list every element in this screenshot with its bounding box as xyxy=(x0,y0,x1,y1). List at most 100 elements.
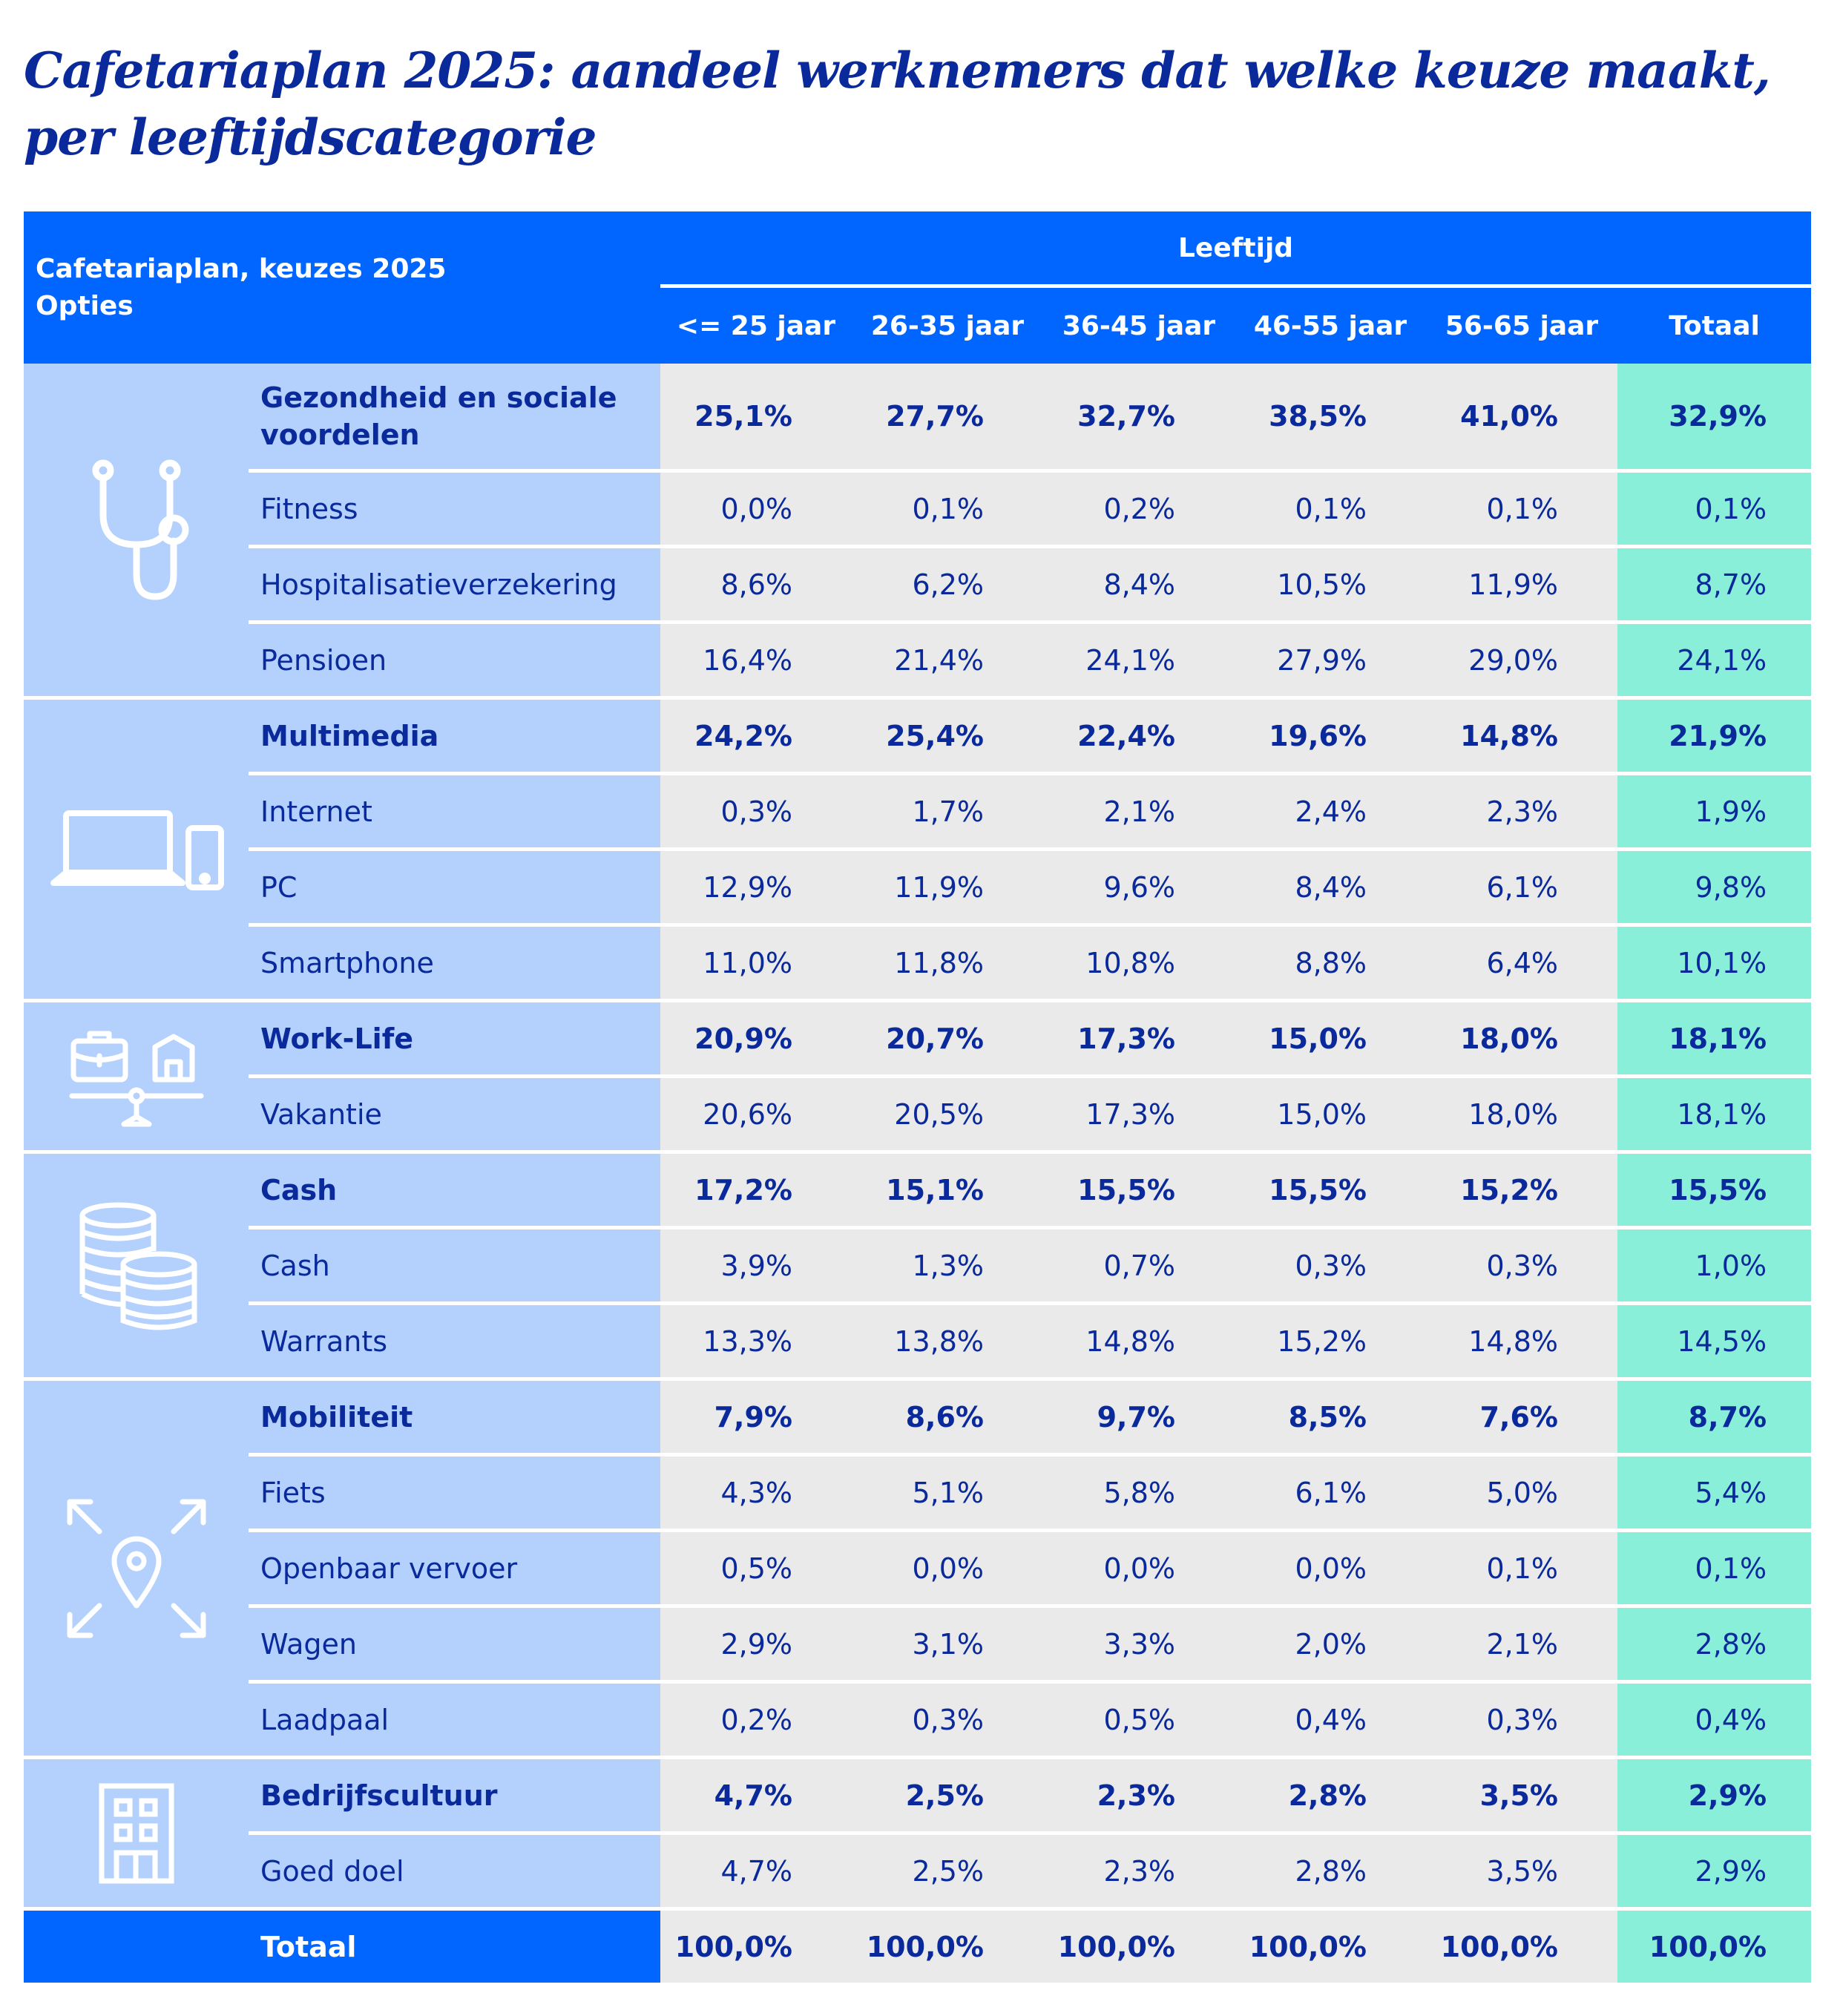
coins-icon xyxy=(24,1199,248,1333)
value-cell: 3,5% xyxy=(1426,1833,1617,1911)
category-label: Bedrijfscultuur xyxy=(249,1757,660,1835)
option-label: Fiets xyxy=(249,1454,660,1532)
total-value-cell: 2,8% xyxy=(1617,1606,1812,1684)
header-subtitle: Opties xyxy=(36,290,134,321)
value-cell: 24,1% xyxy=(1043,622,1235,700)
value-cell: 14,8% xyxy=(1043,1303,1235,1381)
value-cell: 25,4% xyxy=(852,697,1043,775)
value-cell: 2,3% xyxy=(1426,773,1617,851)
total-value-cell: 1,0% xyxy=(1617,1227,1812,1305)
category-row: Mobiliteit 7,9% 8,6% 9,7% 8,5% 7,6% 8,7% xyxy=(24,1379,1812,1759)
value-cell: 0,0% xyxy=(1235,1530,1426,1608)
header-options: Cafetariaplan, keuzes 2025 Opties xyxy=(24,211,660,364)
value-cell: 9,7% xyxy=(1043,1379,1235,1457)
value-cell: 25,1% xyxy=(660,364,852,473)
category-row: Work-Life 20,9% 20,7% 17,3% 15,0% 18,0% 18,1% xyxy=(24,1000,1812,1154)
value-cell: 13,8% xyxy=(852,1303,1043,1381)
value-cell: 5,1% xyxy=(852,1454,1043,1532)
total-value-cell: 9,8% xyxy=(1617,849,1812,927)
total-value-cell: 15,5% xyxy=(1617,1152,1812,1229)
value-cell: 27,7% xyxy=(852,364,1043,473)
page-title: Cafetariaplan 2025: aandeel werknemers d… xyxy=(24,42,1771,166)
value-cell: 3,3% xyxy=(1043,1606,1235,1684)
value-cell: 8,4% xyxy=(1235,849,1426,927)
total-value-cell: 24,1% xyxy=(1617,622,1812,700)
value-cell: 22,4% xyxy=(1043,697,1235,775)
value-cell: 15,1% xyxy=(852,1152,1043,1229)
value-cell: 0,7% xyxy=(1043,1227,1235,1305)
table-row: Goed doel 4,7% 2,5% 2,3% 2,8% 3,5% 2,9% xyxy=(24,1833,1812,1911)
total-row-spacer xyxy=(24,1908,249,1983)
total-value-cell: 18,1% xyxy=(1617,1076,1812,1154)
total-value-cell: 0,1% xyxy=(1617,1530,1812,1608)
table-row: Pensioen 16,4% 21,4% 24,1% 27,9% 29,0% 24,1% xyxy=(24,622,1812,700)
table-row: Warrants 13,3% 13,8% 14,8% 15,2% 14,8% 14,5% xyxy=(24,1303,1812,1381)
value-cell: 15,2% xyxy=(1235,1303,1426,1381)
header-group-age: Leeftijd xyxy=(660,211,1812,288)
category-icon-cell xyxy=(24,1757,249,1911)
value-cell: 6,2% xyxy=(852,546,1043,624)
value-cell: 2,3% xyxy=(1043,1833,1235,1911)
value-cell: 9,6% xyxy=(1043,849,1235,927)
total-value-cell: 21,9% xyxy=(1617,697,1812,775)
value-cell: 3,9% xyxy=(660,1227,852,1305)
value-cell: 2,1% xyxy=(1043,773,1235,851)
value-cell: 0,1% xyxy=(852,470,1043,548)
total-value-cell: 18,1% xyxy=(1617,1000,1812,1078)
value-cell: 0,4% xyxy=(1235,1681,1426,1759)
total-value-cell: 2,9% xyxy=(1617,1833,1812,1911)
option-label: Warrants xyxy=(249,1303,660,1381)
value-cell: 4,3% xyxy=(660,1454,852,1532)
value-cell: 5,0% xyxy=(1426,1454,1617,1532)
option-label: Internet xyxy=(249,773,660,851)
value-cell: 8,8% xyxy=(1235,925,1426,1002)
value-cell: 20,7% xyxy=(852,1000,1043,1078)
value-cell: 0,5% xyxy=(1043,1681,1235,1759)
value-cell: 15,2% xyxy=(1426,1152,1617,1229)
category-label: Multimedia xyxy=(249,697,660,775)
value-cell: 13,3% xyxy=(660,1303,852,1381)
option-label: Openbaar vervoer xyxy=(249,1530,660,1608)
option-label: Goed doel xyxy=(249,1833,660,1911)
value-cell: 2,5% xyxy=(852,1757,1043,1835)
table-row: Laadpaal 0,2% 0,3% 0,5% 0,4% 0,3% 0,4% xyxy=(24,1681,1812,1759)
header-title: Cafetariaplan, keuzes 2025 xyxy=(36,253,447,284)
value-cell: 15,0% xyxy=(1235,1000,1426,1078)
option-label: Smartphone xyxy=(249,925,660,1002)
category-label: Gezondheid en sociale voordelen xyxy=(249,364,660,473)
total-value-cell: 14,5% xyxy=(1617,1303,1812,1381)
stethoscope-icon xyxy=(24,456,248,604)
table-row: Wagen 2,9% 3,1% 3,3% 2,0% 2,1% 2,8% xyxy=(24,1606,1812,1684)
option-label: Laadpaal xyxy=(249,1681,660,1759)
value-cell: 2,1% xyxy=(1426,1606,1617,1684)
value-cell: 10,8% xyxy=(1043,925,1235,1002)
value-cell: 0,3% xyxy=(1426,1681,1617,1759)
value-cell: 0,3% xyxy=(1426,1227,1617,1305)
category-label: Cash xyxy=(249,1152,660,1229)
value-cell: 6,1% xyxy=(1235,1454,1426,1532)
building-icon xyxy=(24,1782,248,1885)
option-label: Fitness xyxy=(249,470,660,548)
value-cell: 11,8% xyxy=(852,925,1043,1002)
table-row: Smartphone 11,0% 11,8% 10,8% 8,8% 6,4% 10,1% xyxy=(24,925,1812,1002)
value-cell: 20,9% xyxy=(660,1000,852,1078)
table-row: Fiets 4,3% 5,1% 5,8% 6,1% 5,0% 5,4% xyxy=(24,1454,1812,1532)
category-row: Multimedia 24,2% 25,4% 22,4% 19,6% 14,8% 21,9% xyxy=(24,697,1812,1002)
value-cell: 29,0% xyxy=(1426,622,1617,700)
table-row: Hospitalisatieverzekering 8,6% 6,2% 8,4% 10,… xyxy=(24,546,1812,624)
category-icon-cell xyxy=(24,1379,249,1759)
value-cell: 17,3% xyxy=(1043,1000,1235,1078)
column-header-totaal: Totaal xyxy=(1617,286,1812,364)
table-row: Cash 3,9% 1,3% 0,7% 0,3% 0,3% 1,0% xyxy=(24,1227,1812,1305)
value-cell: 41,0% xyxy=(1426,364,1617,473)
table-row: PC 12,9% 11,9% 9,6% 8,4% 6,1% 9,8% xyxy=(24,849,1812,927)
column-header-56-65-jaar: 56-65 jaar xyxy=(1426,286,1617,364)
value-cell: 3,1% xyxy=(852,1606,1043,1684)
value-cell: 1,7% xyxy=(852,773,1043,851)
value-cell: 2,0% xyxy=(1235,1606,1426,1684)
total-value-cell: 0,4% xyxy=(1617,1681,1812,1759)
column-header-lte-25-jaar: <= 25 jaar xyxy=(660,286,852,364)
value-cell: 32,7% xyxy=(1043,364,1235,473)
total-value-cell: 100,0% xyxy=(1426,1908,1617,1983)
total-value-cell: 10,1% xyxy=(1617,925,1812,1002)
